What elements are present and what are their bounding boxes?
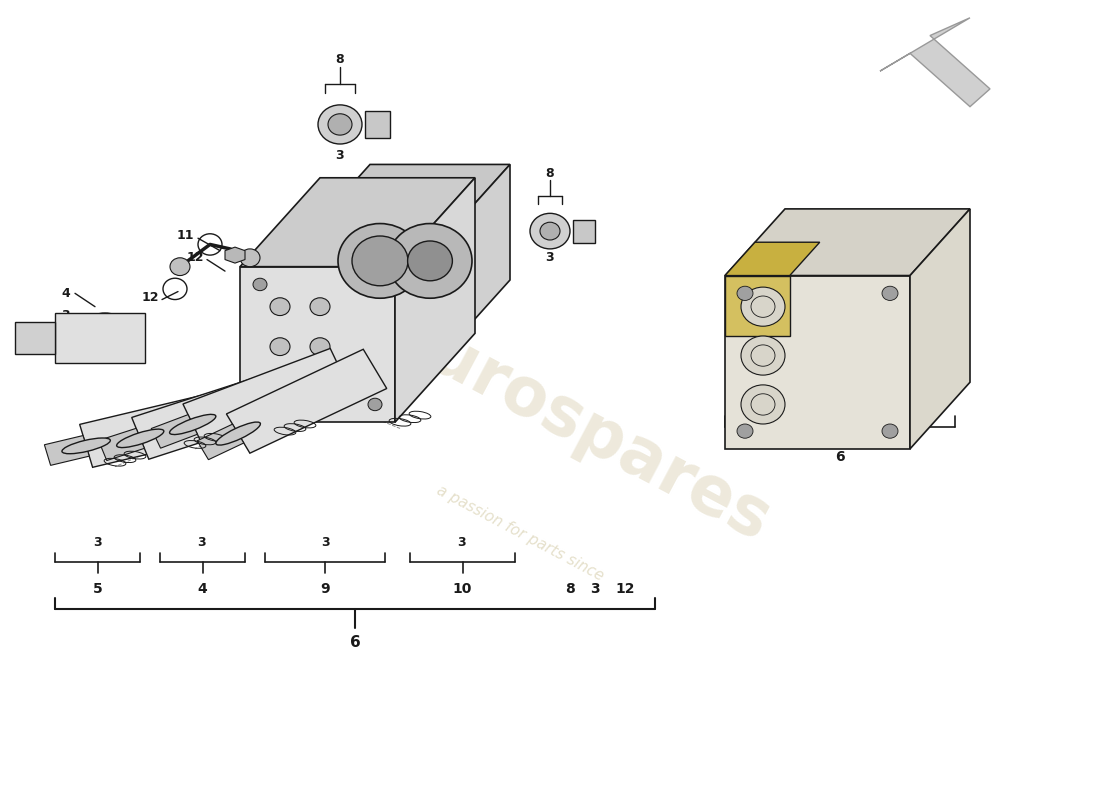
Circle shape xyxy=(408,241,452,281)
Polygon shape xyxy=(330,209,470,325)
Polygon shape xyxy=(725,275,910,449)
Text: a passion for parts since: a passion for parts since xyxy=(433,483,606,584)
Ellipse shape xyxy=(62,438,110,454)
Text: 12: 12 xyxy=(186,251,204,264)
Text: 12: 12 xyxy=(615,582,635,596)
Polygon shape xyxy=(240,266,395,422)
Bar xyxy=(573,219,595,242)
Circle shape xyxy=(368,398,382,410)
Polygon shape xyxy=(330,165,510,209)
Circle shape xyxy=(310,378,330,395)
Circle shape xyxy=(882,424,898,438)
Text: 3: 3 xyxy=(336,149,344,162)
Circle shape xyxy=(310,298,330,315)
Text: 6: 6 xyxy=(835,450,845,464)
Text: 4: 4 xyxy=(198,582,208,596)
Circle shape xyxy=(737,424,754,438)
Text: 9: 9 xyxy=(320,582,330,596)
Polygon shape xyxy=(44,435,89,466)
Ellipse shape xyxy=(117,429,164,447)
Circle shape xyxy=(338,223,422,298)
Text: 8: 8 xyxy=(546,167,554,180)
Polygon shape xyxy=(15,322,55,354)
Text: 3: 3 xyxy=(198,536,207,549)
Circle shape xyxy=(741,385,785,424)
Polygon shape xyxy=(725,275,790,336)
Circle shape xyxy=(253,398,267,410)
Text: 3: 3 xyxy=(62,309,70,322)
Circle shape xyxy=(882,286,898,301)
Polygon shape xyxy=(55,313,145,362)
Circle shape xyxy=(270,378,290,395)
Polygon shape xyxy=(725,242,820,275)
Polygon shape xyxy=(470,165,510,325)
Circle shape xyxy=(328,114,352,135)
Circle shape xyxy=(368,278,382,290)
Circle shape xyxy=(240,249,260,266)
Circle shape xyxy=(270,338,290,355)
Bar xyxy=(365,111,390,138)
Text: 5: 5 xyxy=(92,582,102,596)
Text: 3: 3 xyxy=(92,536,101,549)
Polygon shape xyxy=(227,350,387,453)
Text: eurospares: eurospares xyxy=(378,298,782,554)
Circle shape xyxy=(741,336,785,375)
Text: 8: 8 xyxy=(336,53,344,66)
Polygon shape xyxy=(910,209,970,449)
Circle shape xyxy=(388,223,472,298)
Polygon shape xyxy=(183,349,350,445)
Text: 11: 11 xyxy=(176,229,194,242)
Text: 4: 4 xyxy=(62,287,70,300)
Text: 3: 3 xyxy=(321,536,329,549)
Circle shape xyxy=(253,278,267,290)
Circle shape xyxy=(318,105,362,144)
Text: 3: 3 xyxy=(591,582,600,596)
Text: 8: 8 xyxy=(565,582,575,596)
Text: 10: 10 xyxy=(453,582,472,596)
Ellipse shape xyxy=(169,414,216,434)
Text: 12: 12 xyxy=(141,291,158,304)
Polygon shape xyxy=(132,366,309,459)
Circle shape xyxy=(530,214,570,249)
Circle shape xyxy=(540,222,560,240)
Polygon shape xyxy=(151,414,197,448)
Circle shape xyxy=(270,298,290,315)
Circle shape xyxy=(737,286,754,301)
Ellipse shape xyxy=(216,422,261,445)
Text: 3: 3 xyxy=(546,251,554,264)
Polygon shape xyxy=(79,383,266,467)
Polygon shape xyxy=(725,209,970,275)
Polygon shape xyxy=(99,428,144,461)
Circle shape xyxy=(170,258,190,275)
Polygon shape xyxy=(880,18,990,106)
Text: 6: 6 xyxy=(350,635,361,650)
Circle shape xyxy=(352,236,408,286)
Circle shape xyxy=(741,287,785,326)
Polygon shape xyxy=(395,178,475,422)
Polygon shape xyxy=(197,424,244,460)
Text: 3: 3 xyxy=(458,536,466,549)
Polygon shape xyxy=(226,247,245,263)
Polygon shape xyxy=(240,178,475,266)
Circle shape xyxy=(310,338,330,355)
